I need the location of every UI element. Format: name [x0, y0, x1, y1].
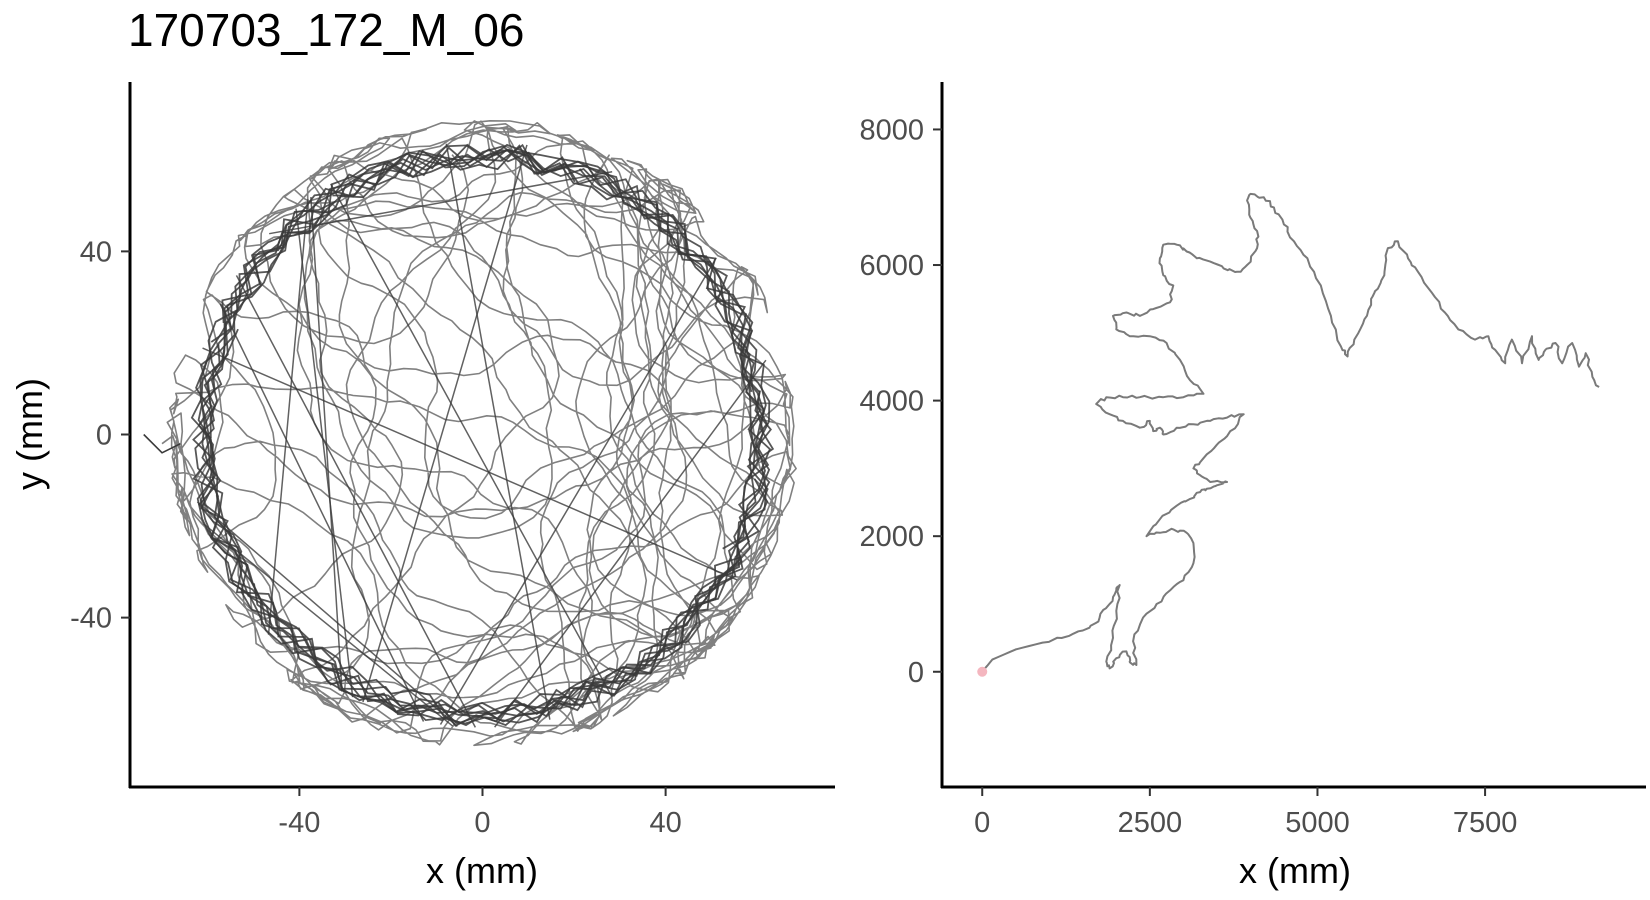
right-x-tick-label: 0 [974, 807, 990, 839]
left-y-tick-label: 40 [80, 236, 112, 268]
wall-loop-path [199, 143, 775, 724]
wall-loop-path [197, 148, 771, 718]
chord-path [219, 303, 425, 722]
trajectory-plot-right [977, 192, 1600, 677]
right-y-tick-label: 4000 [859, 386, 924, 418]
right-x-tick-label: 2500 [1118, 807, 1183, 839]
chord-path [235, 275, 477, 728]
left-y-axis-title: y (mm) [9, 378, 50, 490]
wall-loop-path [198, 145, 770, 722]
wall-loop-path [194, 144, 769, 727]
right-y-tick-label: 2000 [859, 521, 924, 553]
chord-path [439, 257, 717, 725]
left-y-tick-label: 0 [96, 420, 112, 452]
right-y-tick-label: 8000 [859, 114, 924, 146]
left-x-tick-label: 0 [474, 807, 490, 839]
chord-path [295, 208, 354, 698]
right-ticks: 0 2500 5000 7500 0 2000 4000 6000 8000 [859, 114, 1517, 839]
left-ticks: -40 0 40 -40 0 40 [70, 236, 682, 839]
left-panel: -40 0 40 -40 0 40 x (mm) y (mm) [9, 82, 835, 891]
left-x-tick-label: 40 [649, 807, 681, 839]
chord-path [362, 144, 528, 703]
right-y-tick-label: 0 [908, 657, 924, 689]
right-panel: 0 2500 5000 7500 0 2000 4000 6000 8000 x (mm) [859, 82, 1646, 891]
figure-title: 170703_172_M_06 [128, 4, 524, 56]
right-x-axis-title: x (mm) [1239, 850, 1351, 891]
cumulative-path [981, 192, 1600, 673]
chord-path [445, 143, 551, 720]
trajectory-path [161, 120, 797, 747]
chord-path [494, 359, 767, 728]
right-y-tick-label: 6000 [859, 250, 924, 282]
chord-path [267, 199, 309, 635]
chord-path [269, 171, 613, 235]
left-y-tick-label: -40 [70, 603, 112, 635]
left-x-tick-label: -40 [278, 807, 320, 839]
right-x-tick-label: 5000 [1285, 807, 1350, 839]
start-tail-path [143, 433, 181, 454]
trajectory-plot-left [143, 120, 797, 747]
start-marker [977, 666, 988, 677]
wall-loop-path [197, 143, 769, 723]
chord-path [196, 501, 458, 727]
chord-path [202, 523, 453, 727]
right-x-tick-label: 7500 [1453, 807, 1518, 839]
left-x-axis-title: x (mm) [426, 850, 538, 891]
chord-path [330, 183, 613, 698]
